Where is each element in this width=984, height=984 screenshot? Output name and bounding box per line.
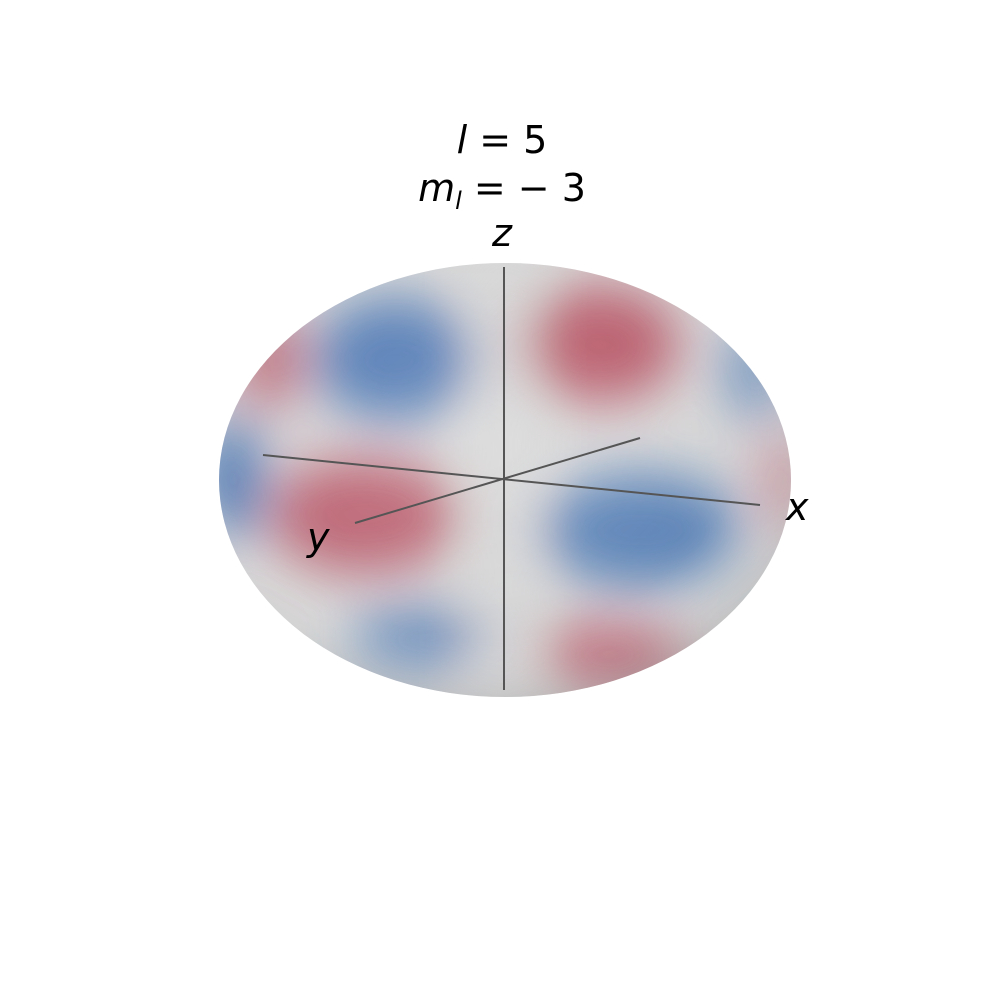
z-axis-label: z xyxy=(492,211,512,255)
ml-symbol: m xyxy=(418,166,456,210)
y-axis-label: y xyxy=(307,515,330,559)
title-ml: ml = − 3 xyxy=(0,166,984,223)
x-axis-line xyxy=(262,454,761,506)
ml-value: = − 3 xyxy=(473,166,586,210)
l-symbol: l xyxy=(456,118,468,162)
axis-lines xyxy=(262,267,761,690)
x-axis-label: x xyxy=(786,485,809,529)
y-axis-line xyxy=(354,437,641,524)
title-l: l = 5 xyxy=(0,118,984,162)
ml-subscript: l xyxy=(455,187,462,215)
l-value: = 5 xyxy=(479,118,548,162)
